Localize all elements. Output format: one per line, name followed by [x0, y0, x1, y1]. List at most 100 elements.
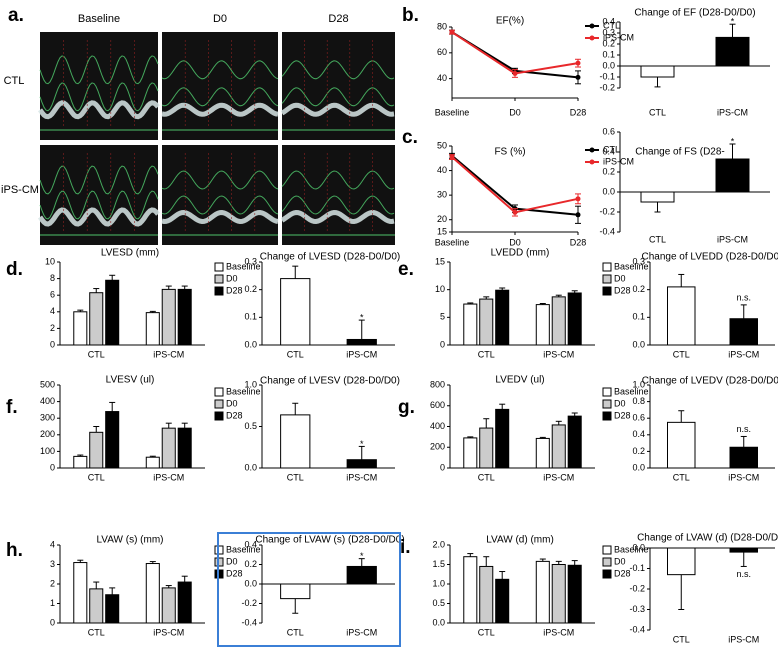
y-tick-label: 300	[40, 413, 55, 423]
chart-title: LVEDV (ul)	[495, 375, 544, 386]
legend-swatch	[602, 399, 612, 409]
bar	[479, 565, 494, 624]
point	[449, 29, 455, 35]
y-tick-label: 4	[50, 539, 55, 549]
x-tick-label: iPS-CM	[346, 627, 377, 637]
bar	[667, 547, 696, 576]
echo-image	[162, 145, 278, 245]
annotation: n.s.	[736, 424, 751, 434]
chart-title: Change of LVAW (d) (D28-D0/D0)	[637, 533, 778, 544]
y-tick-label: 5	[440, 312, 445, 322]
bar	[715, 158, 750, 193]
echo-image	[282, 145, 395, 245]
x-tick-label: CTL	[673, 349, 690, 359]
legend-swatch	[214, 387, 224, 397]
y-tick-label: 15	[437, 226, 447, 236]
y-tick-label: 1.5	[432, 559, 445, 569]
y-tick-label: 0.2	[244, 559, 257, 569]
y-tick-label: -0.2	[629, 583, 645, 593]
y-tick-label: 0.6	[632, 413, 645, 423]
bar	[280, 278, 311, 346]
bar	[280, 414, 311, 469]
point	[575, 74, 581, 80]
point	[575, 196, 581, 202]
echo-image	[282, 32, 395, 140]
series-line	[451, 31, 579, 75]
legend-label: Baseline	[226, 544, 261, 554]
legend-label: iPS-CM	[603, 156, 634, 166]
x-tick-label: D28	[570, 237, 587, 247]
x-tick-label: D0	[509, 107, 521, 117]
chart-title: Change of EF (D28-D0/D0)	[634, 8, 755, 19]
bar	[105, 279, 120, 346]
y-tick-label: 1	[50, 598, 55, 608]
annotation: *	[731, 17, 735, 27]
legend-swatch	[602, 274, 612, 284]
x-tick-label: CTL	[88, 627, 105, 637]
y-tick-label: 0.2	[632, 446, 645, 456]
y-tick-label: -0.2	[599, 82, 615, 92]
bar	[567, 292, 582, 346]
legend-marker	[589, 23, 595, 29]
bar	[145, 312, 160, 346]
y-tick-label: 0.0	[244, 578, 257, 588]
panel-label: h.	[6, 540, 23, 561]
bar	[535, 560, 550, 624]
echo-trace	[39, 55, 159, 85]
x-tick-label: Baseline	[435, 107, 470, 117]
panel-label: c.	[402, 127, 418, 148]
bar	[105, 594, 120, 624]
y-tick-label: 50	[437, 140, 447, 150]
echo-trace	[161, 209, 279, 225]
y-tick-label: 0.5	[432, 598, 445, 608]
echo-trace	[281, 170, 395, 190]
annotation: *	[360, 439, 364, 449]
bar	[479, 427, 494, 469]
annotation: n.s.	[736, 292, 751, 302]
legend-label: Baseline	[614, 386, 649, 396]
echo-trace	[281, 195, 395, 215]
y-tick-label: 4	[50, 306, 55, 316]
y-tick-label: 0.0	[632, 339, 645, 349]
bar	[729, 318, 758, 346]
annotation: *	[360, 312, 364, 322]
legend-swatch	[602, 569, 612, 579]
x-tick-label: iPS-CM	[153, 472, 184, 482]
bar	[161, 587, 176, 624]
chart-title: Change of LVEDD (D28-D0/D0)	[642, 252, 778, 263]
point	[512, 70, 518, 76]
bar	[640, 191, 675, 203]
y-tick-label: 2	[50, 323, 55, 333]
y-tick-label: 0.8	[632, 396, 645, 406]
bar	[667, 421, 696, 469]
y-tick-label: 400	[40, 396, 55, 406]
y-tick-label: 0.4	[244, 539, 257, 549]
y-tick-label: -0.1	[629, 563, 645, 573]
panel-label: f.	[6, 397, 18, 418]
bar	[73, 562, 88, 624]
bar	[89, 431, 104, 469]
legend-swatch	[602, 262, 612, 272]
legend-label: D28	[226, 568, 243, 578]
echo-image	[162, 32, 278, 140]
bar	[177, 581, 192, 624]
bar	[463, 303, 478, 346]
bar	[535, 304, 550, 346]
legend-label: iPS-CM	[603, 32, 634, 42]
legend-marker	[589, 147, 595, 153]
echo-trace	[161, 60, 279, 80]
y-tick-label: 0.6	[602, 126, 615, 136]
bar	[567, 564, 582, 624]
x-tick-label: CTL	[287, 627, 304, 637]
panel-label: b.	[402, 5, 419, 26]
legend-label: Baseline	[614, 261, 649, 271]
y-tick-label: 30	[437, 190, 447, 200]
bar	[479, 298, 494, 346]
y-tick-label: 60	[437, 47, 447, 57]
x-tick-label: iPS-CM	[728, 349, 759, 359]
y-tick-label: 10	[45, 256, 55, 266]
chart-title: LVAW (d) (mm)	[486, 535, 554, 546]
column-label: D0	[213, 13, 227, 25]
legend-swatch	[214, 411, 224, 421]
